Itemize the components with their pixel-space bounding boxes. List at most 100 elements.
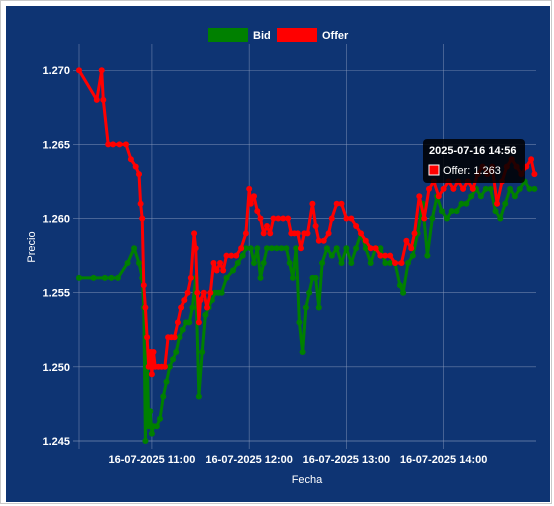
data-point-bid[interactable] xyxy=(251,260,257,266)
data-point-offer[interactable] xyxy=(197,297,204,304)
data-point-bid[interactable] xyxy=(145,423,152,430)
data-point-bid[interactable] xyxy=(328,252,335,259)
data-point-offer[interactable] xyxy=(220,267,227,274)
data-point-offer[interactable] xyxy=(392,260,398,266)
data-point-bid[interactable] xyxy=(160,393,167,400)
data-point-offer[interactable] xyxy=(264,223,270,229)
data-point-bid[interactable] xyxy=(482,185,489,192)
data-point-bid[interactable] xyxy=(142,438,149,444)
data-point-offer[interactable] xyxy=(191,230,198,237)
data-point-offer[interactable] xyxy=(105,141,112,148)
data-point-bid[interactable] xyxy=(343,245,350,252)
data-point-bid[interactable] xyxy=(315,304,322,311)
data-point-offer[interactable] xyxy=(294,230,301,237)
data-point-offer[interactable] xyxy=(298,245,304,252)
data-point-offer[interactable] xyxy=(116,141,123,148)
data-point-offer[interactable] xyxy=(100,96,107,103)
data-point-bid[interactable] xyxy=(189,304,196,311)
data-point-offer[interactable] xyxy=(285,215,292,222)
data-point-offer[interactable] xyxy=(174,319,181,326)
data-point-bid[interactable] xyxy=(254,245,261,252)
data-point-offer[interactable] xyxy=(362,237,369,244)
data-point-offer[interactable] xyxy=(267,230,274,237)
data-point-offer[interactable] xyxy=(217,260,223,266)
data-point-offer[interactable] xyxy=(328,215,335,222)
data-point-bid[interactable] xyxy=(90,274,97,281)
data-point-bid[interactable] xyxy=(286,260,293,266)
data-point-offer[interactable] xyxy=(144,334,151,341)
data-point-offer[interactable] xyxy=(181,297,188,304)
data-point-bid[interactable] xyxy=(273,245,280,252)
data-point-offer[interactable] xyxy=(140,282,147,289)
data-point-offer[interactable] xyxy=(377,252,384,259)
data-point-offer[interactable] xyxy=(304,230,311,237)
data-point-offer[interactable] xyxy=(195,319,202,326)
data-point-offer[interactable] xyxy=(137,200,144,207)
data-point-bid[interactable] xyxy=(409,252,416,259)
data-point-bid[interactable] xyxy=(247,245,254,252)
data-point-bid[interactable] xyxy=(531,185,538,192)
data-point-bid[interactable] xyxy=(511,193,518,200)
data-point-offer[interactable] xyxy=(132,163,139,170)
data-point-bid[interactable] xyxy=(319,260,326,266)
data-point-bid[interactable] xyxy=(239,252,246,259)
data-point-offer[interactable] xyxy=(325,230,332,237)
data-point-offer[interactable] xyxy=(440,185,447,192)
data-point-offer[interactable] xyxy=(531,171,538,178)
data-point-bid[interactable] xyxy=(463,200,470,207)
data-point-offer[interactable] xyxy=(150,349,157,355)
data-point-bid[interactable] xyxy=(166,363,173,370)
data-point-bid[interactable] xyxy=(170,356,176,363)
data-point-bid[interactable] xyxy=(124,260,131,266)
data-point-offer[interactable] xyxy=(233,252,240,259)
data-point-bid[interactable] xyxy=(439,208,445,215)
data-point-offer[interactable] xyxy=(148,371,155,378)
data-point-offer[interactable] xyxy=(178,304,185,311)
data-point-offer[interactable] xyxy=(450,185,457,192)
data-point-bid[interactable] xyxy=(362,245,369,252)
data-point-bid[interactable] xyxy=(108,274,115,281)
data-point-bid[interactable] xyxy=(218,289,225,296)
data-point-bid[interactable] xyxy=(289,274,296,281)
data-point-offer[interactable] xyxy=(228,252,235,259)
data-point-offer[interactable] xyxy=(403,237,410,244)
data-point-bid[interactable] xyxy=(323,245,330,252)
data-point-bid[interactable] xyxy=(302,304,309,311)
data-point-offer[interactable] xyxy=(260,230,267,237)
data-point-bid[interactable] xyxy=(424,252,431,259)
data-point-offer[interactable] xyxy=(213,267,220,274)
data-point-offer[interactable] xyxy=(136,171,142,178)
data-point-offer[interactable] xyxy=(210,260,217,266)
data-point-offer[interactable] xyxy=(528,156,535,163)
data-point-bid[interactable] xyxy=(387,260,394,266)
data-point-offer[interactable] xyxy=(257,215,264,222)
data-point-offer[interactable] xyxy=(387,252,394,259)
data-point-offer[interactable] xyxy=(171,334,178,341)
data-point-bid[interactable] xyxy=(195,393,202,400)
data-point-bid[interactable] xyxy=(458,200,465,207)
data-point-offer[interactable] xyxy=(494,200,501,207)
data-point-bid[interactable] xyxy=(114,274,121,281)
data-point-offer[interactable] xyxy=(246,185,253,192)
data-point-offer[interactable] xyxy=(411,230,418,237)
data-point-offer[interactable] xyxy=(312,223,319,229)
data-point-bid[interactable] xyxy=(186,319,193,326)
data-point-bid[interactable] xyxy=(242,245,249,252)
data-point-bid[interactable] xyxy=(516,185,523,192)
data-point-bid[interactable] xyxy=(176,334,183,341)
data-point-bid[interactable] xyxy=(260,260,267,266)
legend-item-offer[interactable]: Offer xyxy=(277,28,349,42)
data-point-offer[interactable] xyxy=(142,304,149,311)
data-point-bid[interactable] xyxy=(268,245,275,252)
data-point-bid[interactable] xyxy=(429,215,436,222)
data-point-offer[interactable] xyxy=(98,67,105,74)
data-point-offer[interactable] xyxy=(207,289,214,296)
data-point-offer[interactable] xyxy=(204,304,210,311)
data-point-bid[interactable] xyxy=(264,245,270,252)
data-point-offer[interactable] xyxy=(338,200,345,207)
data-point-bid[interactable] xyxy=(348,260,355,266)
data-point-bid[interactable] xyxy=(497,215,504,222)
data-point-offer[interactable] xyxy=(348,215,355,222)
data-point-offer[interactable] xyxy=(93,96,100,103)
data-point-bid[interactable] xyxy=(131,245,138,252)
